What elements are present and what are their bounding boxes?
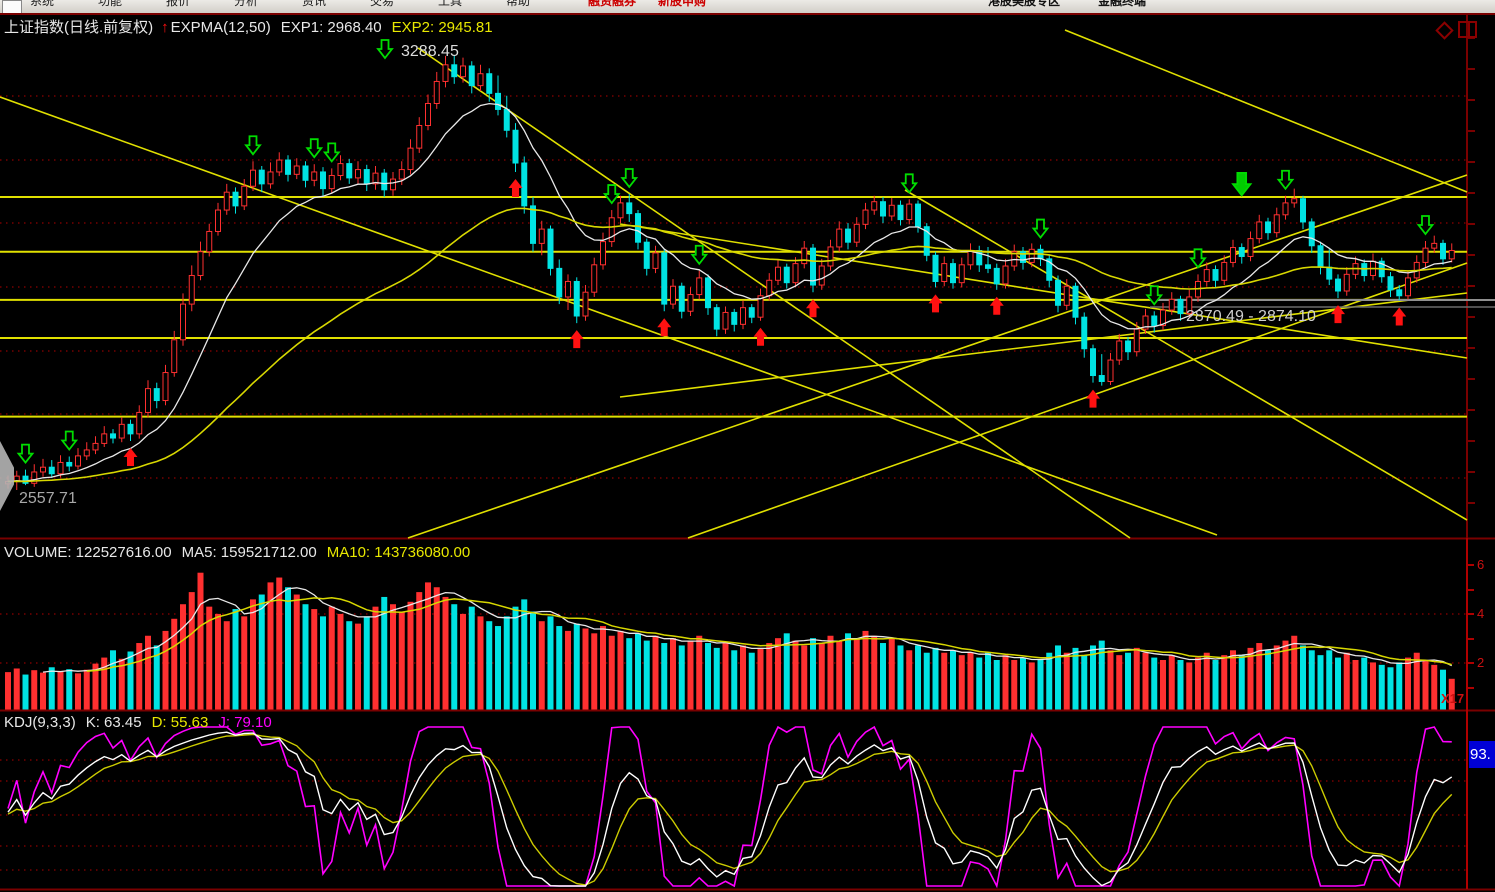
sell-arrow-icon — [1031, 218, 1050, 240]
volume-ma10-value: MA10: 143736080.00 — [326, 544, 471, 561]
sell-arrow-icon — [1231, 171, 1253, 197]
window-icon-divider — [1468, 23, 1470, 36]
menu-item-right-0[interactable]: 港股美股专区 — [988, 0, 1061, 8]
kdj-title-row: KDJ(9,3,3) K: 63.45 D: 55.63 J: 79.10 — [4, 714, 272, 731]
sell-arrow-icon — [690, 244, 709, 266]
menu-item-3[interactable]: 分析 — [234, 0, 259, 8]
volume-title-row: VOLUME: 122527616.00 MA5: 159521712.00 MA1… — [4, 544, 470, 561]
buy-arrow-icon — [753, 327, 768, 346]
kdj-series — [7, 725, 1453, 889]
kdj-d-value: D: 55.63 — [151, 714, 209, 731]
peak-price-label: 3288.45 — [401, 43, 459, 60]
volume-axis-label-6: 6 — [1477, 557, 1485, 572]
menu-item-7[interactable]: 帮助 — [506, 0, 531, 8]
kdj-label: KDJ(9,3,3) — [4, 714, 76, 731]
menu-item-2[interactable]: 报价 — [166, 0, 191, 8]
buy-arrow-icon — [928, 294, 943, 313]
up-arrow-icon: ↑ — [161, 19, 169, 36]
buy-arrow-icon — [123, 448, 138, 467]
sell-arrow-icon — [900, 173, 919, 194]
indicator-label: EXPMA(12,50) — [170, 19, 271, 36]
volume-ma5-value: MA5: 159521712.00 — [181, 544, 317, 561]
sell-arrow-icon — [16, 443, 35, 465]
kdj-j-value: J: 79.10 — [218, 714, 272, 731]
buy-arrow-icon — [657, 318, 672, 337]
exp1-value: EXP1: 2968.40 — [280, 19, 382, 36]
sell-arrow-icon — [620, 168, 639, 189]
volume-axis-label-2: 2 — [1477, 655, 1485, 670]
buy-arrow-icon — [1331, 305, 1345, 324]
sell-arrow-icon — [1276, 169, 1295, 191]
buy-arrow-icon — [569, 330, 584, 349]
instrument-title: 上证指数(日线.前复权) — [4, 19, 154, 36]
signal-arrows — [16, 39, 1435, 467]
main-chart-title-row: 上证指数(日线.前复权) ↑ EXPMA(12,50) EXP1: 2968.40 EX… — [4, 16, 493, 37]
sell-arrow-icon — [305, 138, 324, 159]
buy-arrow-icon — [989, 296, 1004, 315]
volume-series — [5, 572, 1455, 710]
buy-arrow-icon — [1086, 389, 1100, 408]
menu-item-5[interactable]: 交易 — [370, 0, 395, 8]
menu-item-6[interactable]: 工具 — [438, 0, 463, 8]
sell-arrow-icon — [60, 430, 79, 451]
exp2-value: EXP2: 2945.81 — [391, 19, 493, 36]
document-icon[interactable] — [2, 0, 22, 13]
menu-item-1[interactable]: 功能 — [98, 0, 123, 8]
buy-arrow-icon — [1392, 307, 1407, 326]
window-restore-icon[interactable] — [1458, 21, 1477, 38]
buy-arrow-icon — [508, 178, 523, 197]
gap-range-label: 2870.49 - 2874.10 — [1186, 308, 1316, 325]
sell-arrow-icon — [322, 142, 341, 163]
sell-arrow-icon — [1416, 215, 1435, 236]
menu-item-highlight-0[interactable]: 融资融券 — [588, 0, 637, 8]
menu-item-0[interactable]: 系统 — [30, 0, 55, 8]
kdj-k-value: K: 63.45 — [85, 714, 142, 731]
sell-arrow-icon — [602, 184, 621, 205]
sell-arrow-icon — [1145, 285, 1164, 306]
sell-arrow-icon — [244, 135, 262, 156]
sell-arrow-icon — [376, 39, 394, 60]
volume-axis-label-4: 4 — [1477, 606, 1485, 621]
low-price-label: 2557.71 — [19, 490, 77, 507]
kdj-current-value-badge: 93. — [1469, 741, 1495, 768]
menu-item-highlight-1[interactable]: 新股申购 — [658, 0, 707, 8]
volume-scale-label: X17 — [1441, 691, 1465, 706]
candlestick-series — [5, 55, 1455, 491]
sell-arrow-icon — [1189, 248, 1207, 269]
volume-value: VOLUME: 122527616.00 — [4, 544, 172, 561]
buy-arrow-icon — [806, 299, 820, 318]
menu-item-right-1[interactable]: 金融终端 — [1098, 0, 1147, 8]
menu-item-4[interactable]: 资讯 — [302, 0, 327, 8]
